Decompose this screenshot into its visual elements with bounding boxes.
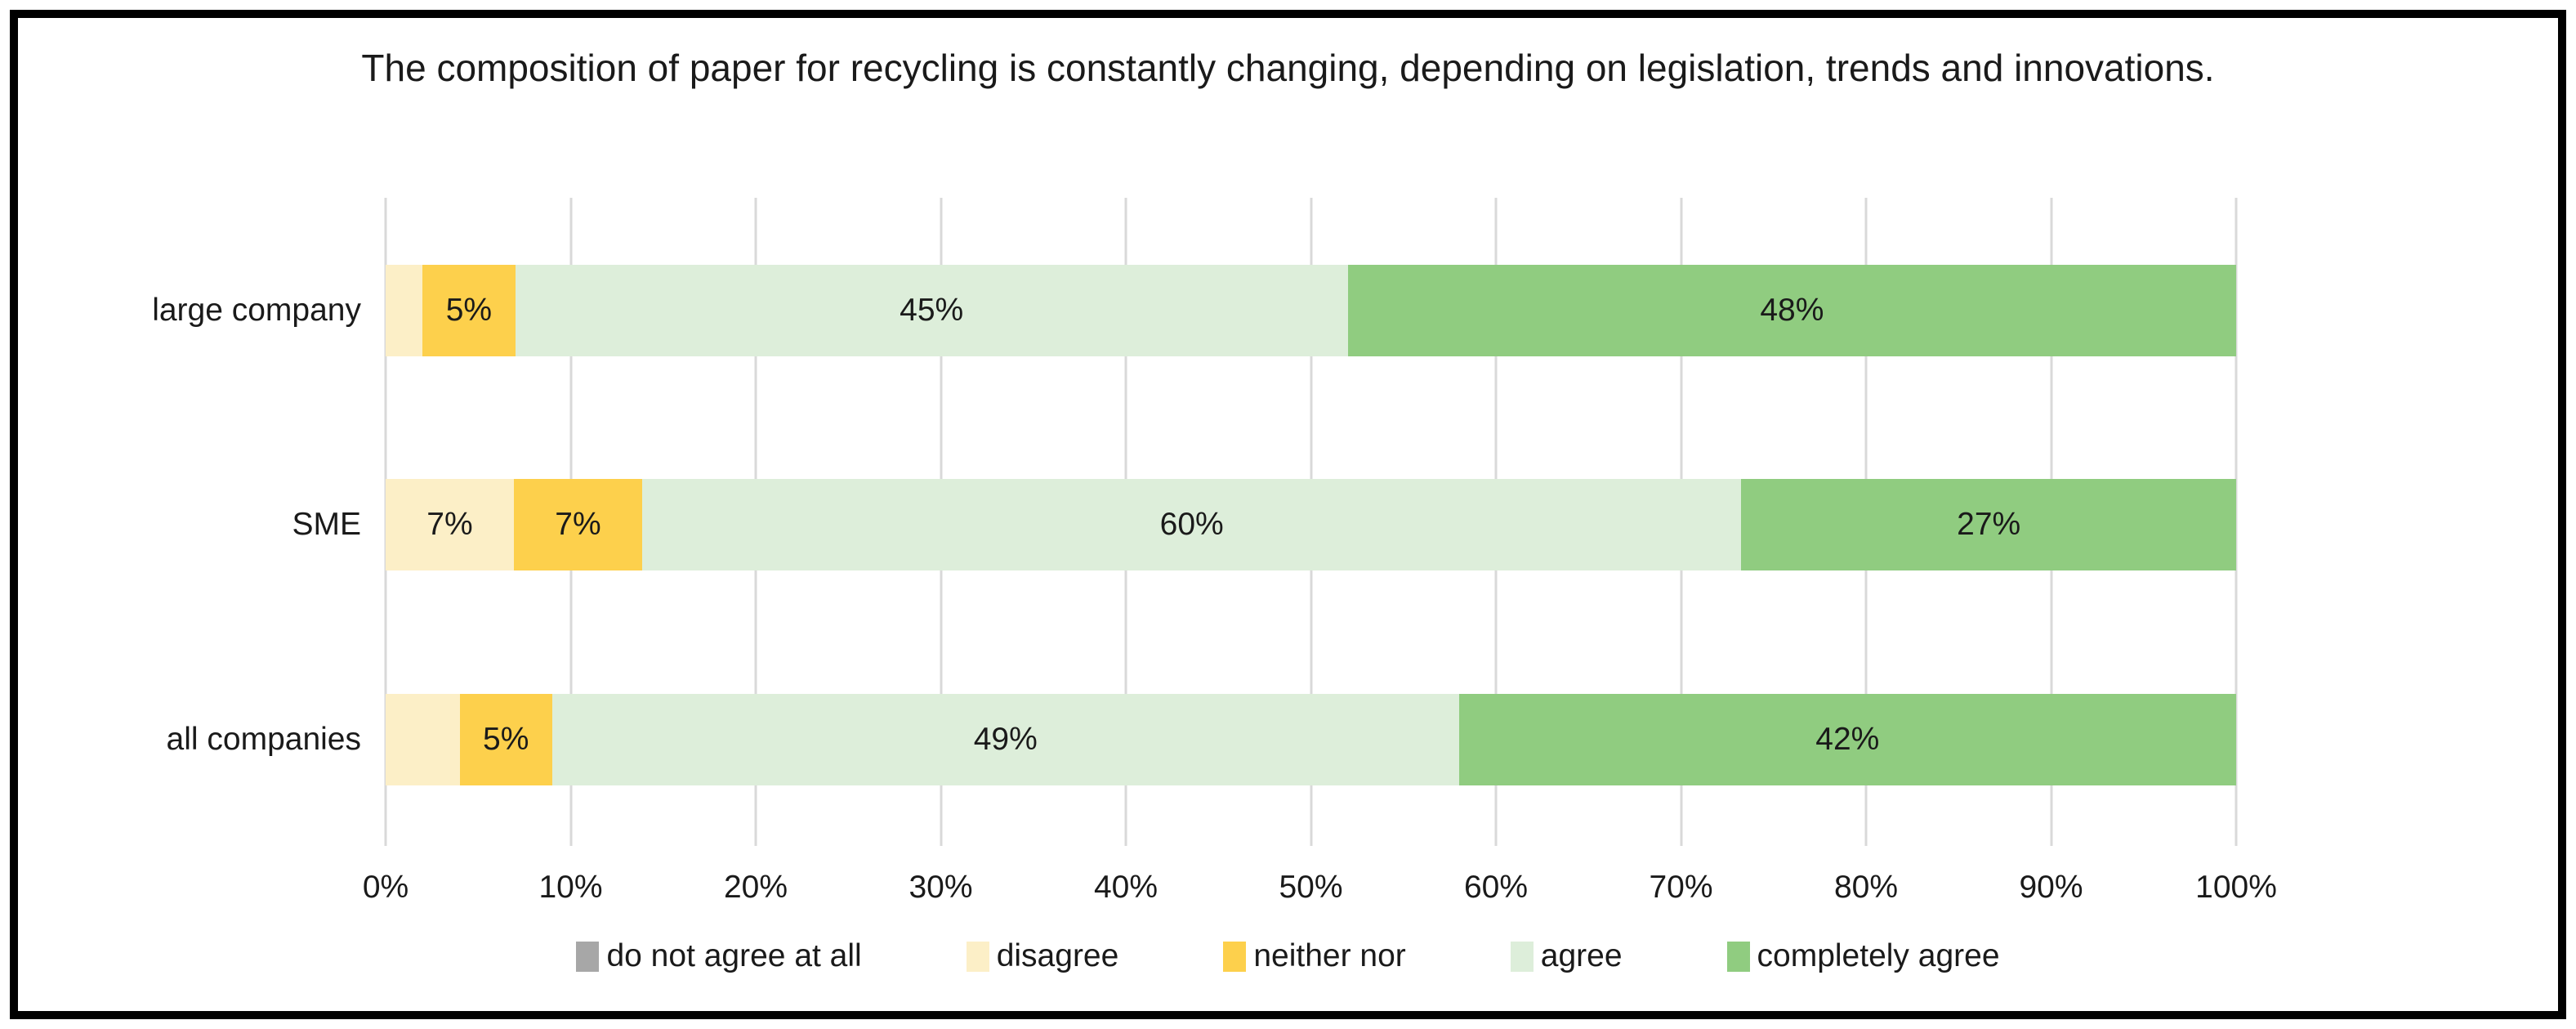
category-label: all companies	[166, 722, 361, 757]
bar-segment: 7%	[386, 479, 514, 570]
bar-row: 7% 7% 60% 27%	[386, 479, 2236, 570]
legend-item: do not agree at all	[576, 938, 862, 974]
bar-segment	[386, 694, 460, 785]
bar-segment-label: 7%	[426, 507, 473, 542]
x-tick-label: 80%	[1833, 870, 1899, 905]
x-tick-label: 40%	[1093, 870, 1159, 905]
legend-item: disagree	[966, 938, 1119, 974]
category-label: SME	[292, 507, 361, 542]
legend-swatch-neither-nor	[1223, 941, 1247, 972]
bar-segment: 5%	[422, 265, 516, 356]
bar-row: 5% 49% 42%	[386, 694, 2236, 785]
gridline	[2234, 198, 2238, 846]
legend-item: neither nor	[1223, 938, 1406, 974]
legend-label: do not agree at all	[606, 938, 862, 973]
x-tick-label: 90%	[2019, 870, 2083, 905]
chart-frame	[10, 10, 2566, 1019]
legend-swatch-agree	[1510, 941, 1534, 972]
bar-segment-label: 7%	[555, 507, 601, 542]
bar-segment: 5%	[459, 694, 552, 785]
x-tick-label: 60%	[1463, 870, 1529, 905]
x-tick-label: 50%	[1279, 870, 1343, 905]
bar-row: 5% 45% 48%	[386, 265, 2236, 356]
category-label: large company	[152, 293, 361, 328]
legend-label: neither nor	[1253, 938, 1406, 973]
bar-segment-label: 49%	[973, 722, 1038, 757]
legend-item: completely agree	[1726, 938, 2000, 974]
legend-swatch-completely-agree	[1726, 941, 1750, 972]
legend-item: agree	[1510, 938, 1623, 974]
bar-segment-label: 60%	[1159, 507, 1224, 542]
bar-segment: 48%	[1347, 265, 2236, 356]
legend-swatch-do-not-agree-at-all	[576, 941, 600, 972]
bar-segment: 45%	[515, 265, 1348, 356]
bar-segment-label: 27%	[1957, 507, 2021, 542]
x-tick-label: 70%	[1649, 870, 1713, 905]
chart-title: The composition of paper for recycling i…	[361, 47, 2215, 89]
bar-segment: 49%	[551, 694, 1459, 785]
plot-area: 5% 45% 48% 7% 7% 60% 27% 5% 49% 42%	[384, 198, 2238, 846]
bar-segment	[386, 265, 423, 356]
legend-label: completely agree	[1757, 938, 2000, 973]
x-tick-label: 0%	[362, 870, 409, 905]
bar-segment-label: 42%	[1815, 722, 1880, 757]
x-tick-label: 30%	[909, 870, 973, 905]
bar-segment: 60%	[641, 479, 1742, 570]
bar-segment-label: 48%	[1760, 293, 1824, 328]
legend-label: disagree	[996, 938, 1119, 973]
bar-segment: 7%	[513, 479, 642, 570]
bar-segment-label: 5%	[445, 293, 493, 328]
legend: do not agree at all disagree neither nor ag…	[0, 938, 2576, 974]
bar-segment-label: 5%	[483, 722, 529, 757]
x-tick-label: 10%	[538, 870, 603, 905]
bar-segment-label: 45%	[900, 293, 964, 328]
x-tick-label: 100%	[2195, 870, 2277, 905]
legend-swatch-disagree	[966, 941, 989, 972]
legend-label: agree	[1540, 938, 1623, 973]
x-tick-label: 20%	[723, 870, 788, 905]
bar-segment: 42%	[1458, 694, 2236, 785]
bar-segment: 27%	[1741, 479, 2236, 570]
